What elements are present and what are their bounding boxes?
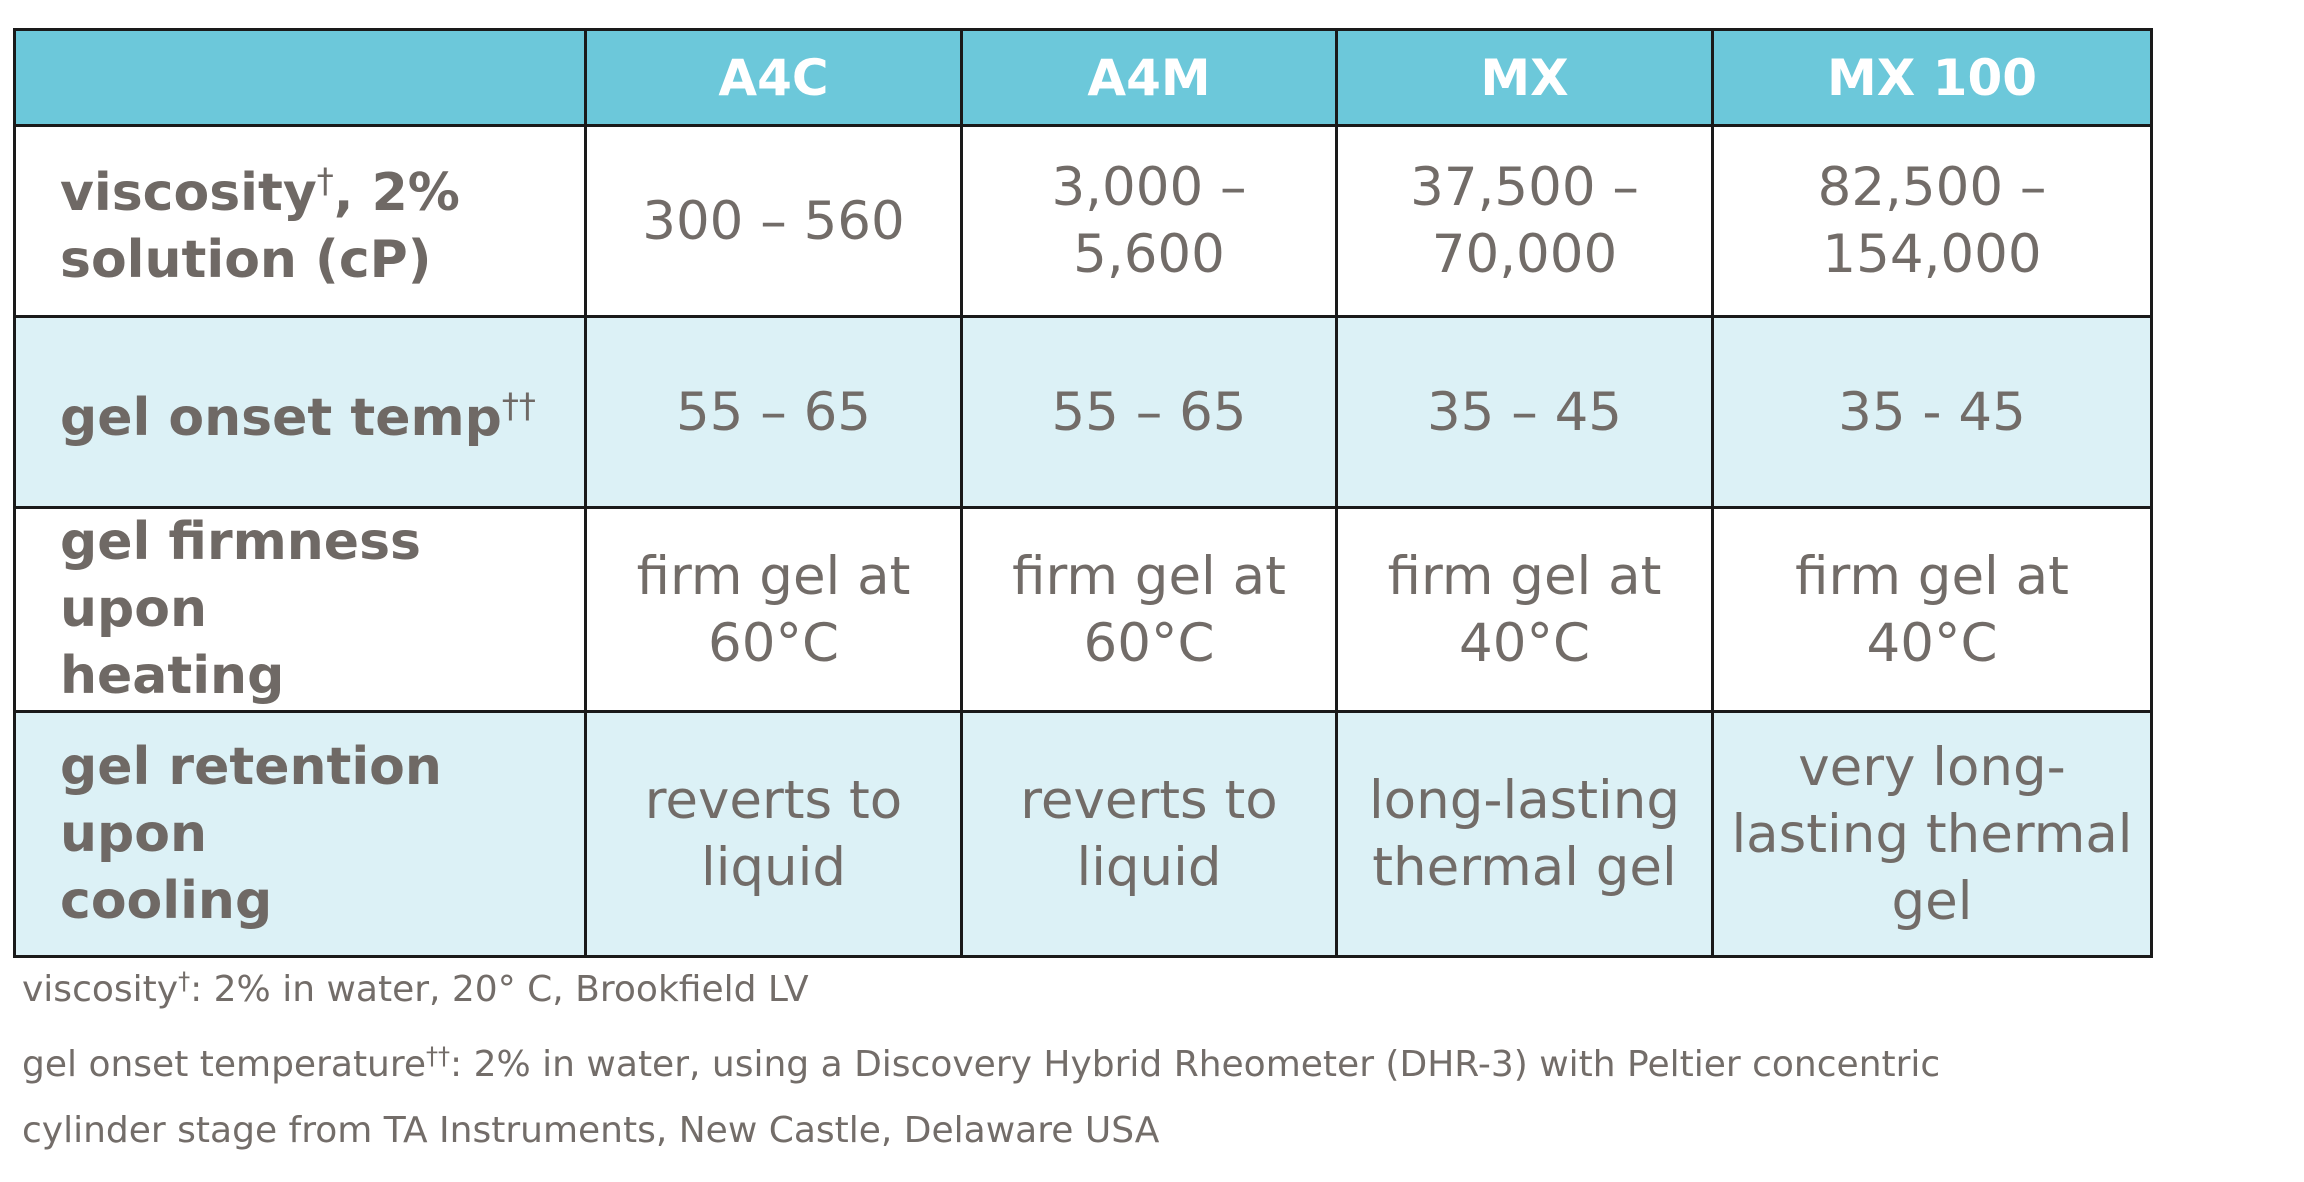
dagger-mark: †: [316, 161, 334, 201]
double-dagger-mark: ††: [426, 1042, 451, 1070]
cell-mx-gel-retention: long-lasting thermal gel: [1335, 710, 1714, 958]
footnote-term: gel onset temperature: [22, 1044, 427, 1085]
row-label-gel-retention: gel retention upon cooling: [13, 710, 587, 958]
row-label-text: solution (cP): [60, 230, 432, 290]
table-row-gel-firmness: gel firmness upon heating firm gel at 60…: [13, 506, 2153, 713]
cell-a4c-gel-firmness: firm gel at 60°C: [584, 506, 963, 713]
footnote-viscosity: viscosity†: 2% in water, 20° C, Brookfie…: [22, 948, 2022, 1023]
cell-text: 3,000 – 5,600: [1051, 157, 1247, 285]
cell-text: 55 – 65: [675, 381, 872, 443]
cell-a4m-gel-firmness: firm gel at 60°C: [960, 506, 1338, 713]
cell-a4c-gel-onset: 55 – 65: [584, 315, 963, 509]
cell-mx-viscosity: 37,500 – 70,000: [1335, 124, 1714, 318]
row-label-viscosity: viscosity†, 2% solution (cP): [13, 124, 587, 318]
cell-text: 154,000: [1822, 224, 2042, 285]
row-label-text: viscosity: [60, 163, 317, 223]
row-label-text: gel firmness upon: [60, 512, 421, 639]
row-label-text: gel retention upon: [60, 736, 442, 864]
cell-mx-gel-onset: 35 – 45: [1335, 315, 1714, 509]
footnote-gel-onset: gel onset temperature††: 2% in water, us…: [22, 1023, 2022, 1098]
header-mx-100: MX 100: [1711, 28, 2153, 127]
cell-mx100-gel-retention: very long- lasting thermal gel: [1711, 710, 2153, 958]
cell-mx100-gel-firmness: firm gel at 40°C: [1711, 506, 2153, 713]
table-row-gel-retention: gel retention upon cooling reverts to li…: [13, 710, 2153, 958]
footnote-text: : 2% in water, using a Discovery Hybrid …: [450, 1044, 1941, 1085]
cell-text: 40°C: [1866, 612, 1998, 674]
header-a4c: A4C: [584, 28, 963, 127]
row-label-gel-firmness: gel firmness upon heating: [13, 506, 587, 713]
table-header-row: A4C A4M MX MX 100: [13, 28, 2153, 127]
cell-text: reverts to: [1020, 770, 1278, 831]
header-a4m: A4M: [960, 28, 1338, 127]
cell-text: firm gel at: [1387, 545, 1662, 607]
row-label-text: cooling: [60, 870, 273, 931]
row-label-gel-onset-temp: gel onset temp††: [13, 315, 587, 509]
cell-text: 300 – 560: [642, 190, 905, 252]
cell-text: 35 - 45: [1838, 381, 2026, 443]
double-dagger-mark: ††: [501, 385, 536, 426]
header-mx: MX: [1335, 28, 1714, 127]
cell-text: 55 – 65: [1051, 381, 1247, 443]
row-label-text: heating: [60, 646, 285, 706]
cell-text: liquid: [700, 837, 847, 898]
cell-text: reverts to: [644, 770, 903, 831]
cell-a4m-viscosity: 3,000 – 5,600: [960, 124, 1338, 318]
cell-text: 60°C: [708, 612, 839, 674]
cell-mx100-viscosity: 82,500 – 154,000: [1711, 124, 2153, 318]
cell-text: 40°C: [1459, 612, 1590, 674]
cell-text: thermal gel: [1372, 837, 1677, 898]
cell-a4c-viscosity: 300 – 560: [584, 124, 963, 318]
row-label-text: , 2%: [333, 163, 460, 223]
table-row-gel-onset-temp: gel onset temp†† 55 – 65 55 – 65 35 – 45…: [13, 315, 2153, 509]
cell-text: firm gel at: [1795, 545, 2069, 607]
product-spec-table: A4C A4M MX MX 100 viscosity†, 2% solutio…: [13, 28, 2153, 958]
cell-text: firm gel at: [1012, 545, 1286, 607]
cell-a4c-gel-retention: reverts to liquid: [584, 710, 963, 958]
row-label-text: gel onset temp: [60, 387, 502, 448]
footnotes: viscosity†: 2% in water, 20° C, Brookfie…: [22, 948, 2022, 1164]
cell-text: liquid: [1076, 837, 1222, 898]
footnote-gel-onset-continued: cylinder stage from TA Instruments, New …: [22, 1098, 2022, 1164]
cell-text: 35 – 45: [1426, 381, 1623, 443]
cell-a4m-gel-onset: 55 – 65: [960, 315, 1338, 509]
dagger-mark: †: [178, 967, 191, 995]
cell-text: 82,500 –: [1817, 157, 2047, 218]
footnote-term: viscosity: [22, 969, 179, 1010]
cell-text: 60°C: [1083, 612, 1215, 674]
footnote-text: cylinder stage from TA Instruments, New …: [22, 1110, 1160, 1151]
cell-text: 37,500 –: [1410, 157, 1639, 218]
cell-text: firm gel at: [636, 545, 911, 607]
cell-mx-gel-firmness: firm gel at 40°C: [1335, 506, 1714, 713]
footnote-text: : 2% in water, 20° C, Brookfield LV: [190, 969, 809, 1010]
cell-mx100-gel-onset: 35 - 45: [1711, 315, 2153, 509]
cell-text: very long-: [1798, 736, 2066, 798]
table-row-viscosity: viscosity†, 2% solution (cP) 300 – 560 3…: [13, 124, 2153, 318]
header-corner-cell: [13, 28, 587, 127]
cell-text: 70,000: [1431, 224, 1618, 285]
cell-text: long-lasting: [1368, 770, 1681, 831]
cell-text: lasting thermal: [1731, 803, 2133, 865]
cell-a4m-gel-retention: reverts to liquid: [960, 710, 1338, 958]
cell-text: gel: [1891, 870, 1973, 932]
